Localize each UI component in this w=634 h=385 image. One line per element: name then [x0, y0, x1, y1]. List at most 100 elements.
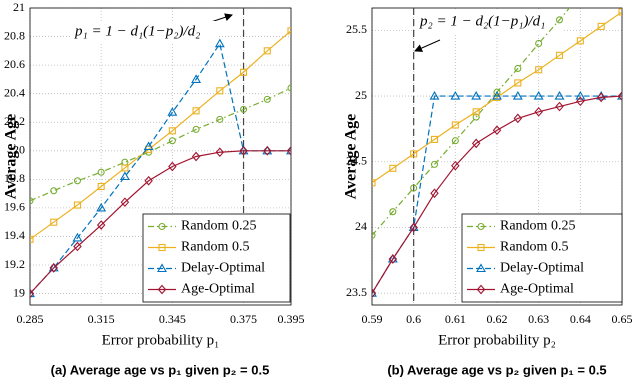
marker	[554, 90, 565, 100]
marker	[617, 90, 622, 100]
x-axis-label: Error probability p₁	[102, 332, 220, 348]
marker	[451, 137, 459, 145]
y-tick-label: 20.4	[4, 85, 25, 99]
marker	[472, 108, 480, 116]
marker	[143, 141, 154, 151]
series-line	[30, 30, 291, 240]
marker	[214, 38, 225, 48]
marker	[429, 90, 440, 100]
annotation-arrow	[414, 39, 441, 52]
marker	[596, 92, 606, 103]
marker	[576, 96, 585, 107]
legend-marker	[477, 222, 485, 231]
y-tick-label: 25.5	[346, 22, 367, 36]
series-line	[372, 8, 571, 236]
marker	[492, 90, 502, 100]
x-tick-label: 0.59	[362, 312, 383, 326]
legend-symbol	[157, 263, 167, 273]
y-tick-label: 19.2	[4, 257, 25, 271]
legend-symbol	[158, 222, 166, 231]
legend-marker	[158, 222, 166, 231]
y-tick-label: 23.5	[346, 285, 367, 299]
series-line	[372, 11, 622, 184]
x-tick-label: 0.375	[230, 312, 257, 326]
marker	[389, 208, 397, 216]
marker	[239, 105, 248, 113]
legend-marker	[477, 243, 485, 252]
marker	[597, 22, 605, 30]
legend-label: Delay-Optimal	[500, 261, 584, 276]
x-tick-label: 0.395	[278, 312, 305, 326]
legend-box	[142, 213, 291, 303]
x-tick-label: 0.6	[406, 312, 421, 326]
y-axis-label: Average Age	[3, 114, 20, 199]
marker	[387, 253, 398, 263]
y-tick-label: 19	[13, 285, 25, 299]
marker	[555, 101, 564, 112]
marker	[120, 197, 130, 208]
series-line	[30, 87, 291, 202]
x-tick-label: 0.64	[570, 312, 591, 326]
legend-symbol	[157, 284, 167, 295]
legend-marker	[157, 263, 167, 273]
marker	[372, 288, 377, 297]
legend-label: Random 0.5	[181, 240, 249, 255]
marker	[410, 150, 418, 158]
marker	[121, 164, 129, 172]
marker	[73, 201, 82, 209]
annotation: p₁ = 1 − d₁(1−p₂)/d₂	[74, 23, 200, 39]
x-axis-label: Error probability p₂	[438, 332, 556, 348]
marker	[514, 64, 522, 73]
legend-marker	[157, 284, 167, 295]
y-tick-label: 20.8	[4, 28, 25, 42]
marker	[472, 113, 480, 121]
y-tick-label: 19.8	[4, 171, 25, 185]
legend-box	[461, 213, 623, 303]
x-tick-label: 0.345	[159, 312, 186, 326]
marker	[73, 241, 82, 252]
legend-label: Random 0.25	[500, 219, 575, 234]
marker	[471, 90, 482, 100]
plot-frame	[29, 7, 292, 306]
marker	[430, 188, 439, 199]
y-tick-label: 21	[13, 0, 25, 14]
x-tick-label: 0.62	[487, 312, 508, 326]
marker	[49, 263, 58, 273]
marker	[513, 113, 523, 124]
marker	[30, 197, 34, 205]
marker	[30, 288, 35, 298]
marker	[555, 51, 564, 59]
marker	[168, 137, 176, 145]
y-axis-label: Average Age	[343, 114, 360, 199]
marker	[239, 68, 248, 76]
marker	[409, 222, 418, 233]
y-tick-label: 25	[355, 88, 367, 102]
annotation-bg	[416, 11, 564, 33]
marker	[286, 145, 291, 156]
plot-frame	[371, 7, 623, 306]
marker	[216, 87, 224, 95]
marker	[618, 8, 622, 16]
marker	[73, 177, 82, 185]
y-tick-label: 20.2	[4, 114, 25, 128]
y-tick-label: 19.6	[4, 200, 25, 214]
y-tick-label: 24	[355, 219, 367, 233]
marker	[389, 164, 397, 172]
series-line	[372, 95, 622, 294]
y-tick-label: 20.6	[4, 57, 25, 71]
marker	[72, 232, 83, 242]
legend-label: Age-Optimal	[500, 282, 574, 297]
marker	[191, 151, 201, 162]
marker	[50, 187, 58, 195]
marker	[450, 90, 461, 100]
marker	[514, 79, 522, 87]
marker	[410, 184, 418, 192]
marker	[372, 288, 377, 299]
marker	[492, 125, 502, 136]
legend-marker	[476, 284, 486, 295]
legend-marker	[476, 263, 486, 273]
marker	[192, 107, 200, 115]
marker	[97, 182, 105, 191]
marker	[408, 222, 419, 232]
marker	[451, 160, 460, 171]
